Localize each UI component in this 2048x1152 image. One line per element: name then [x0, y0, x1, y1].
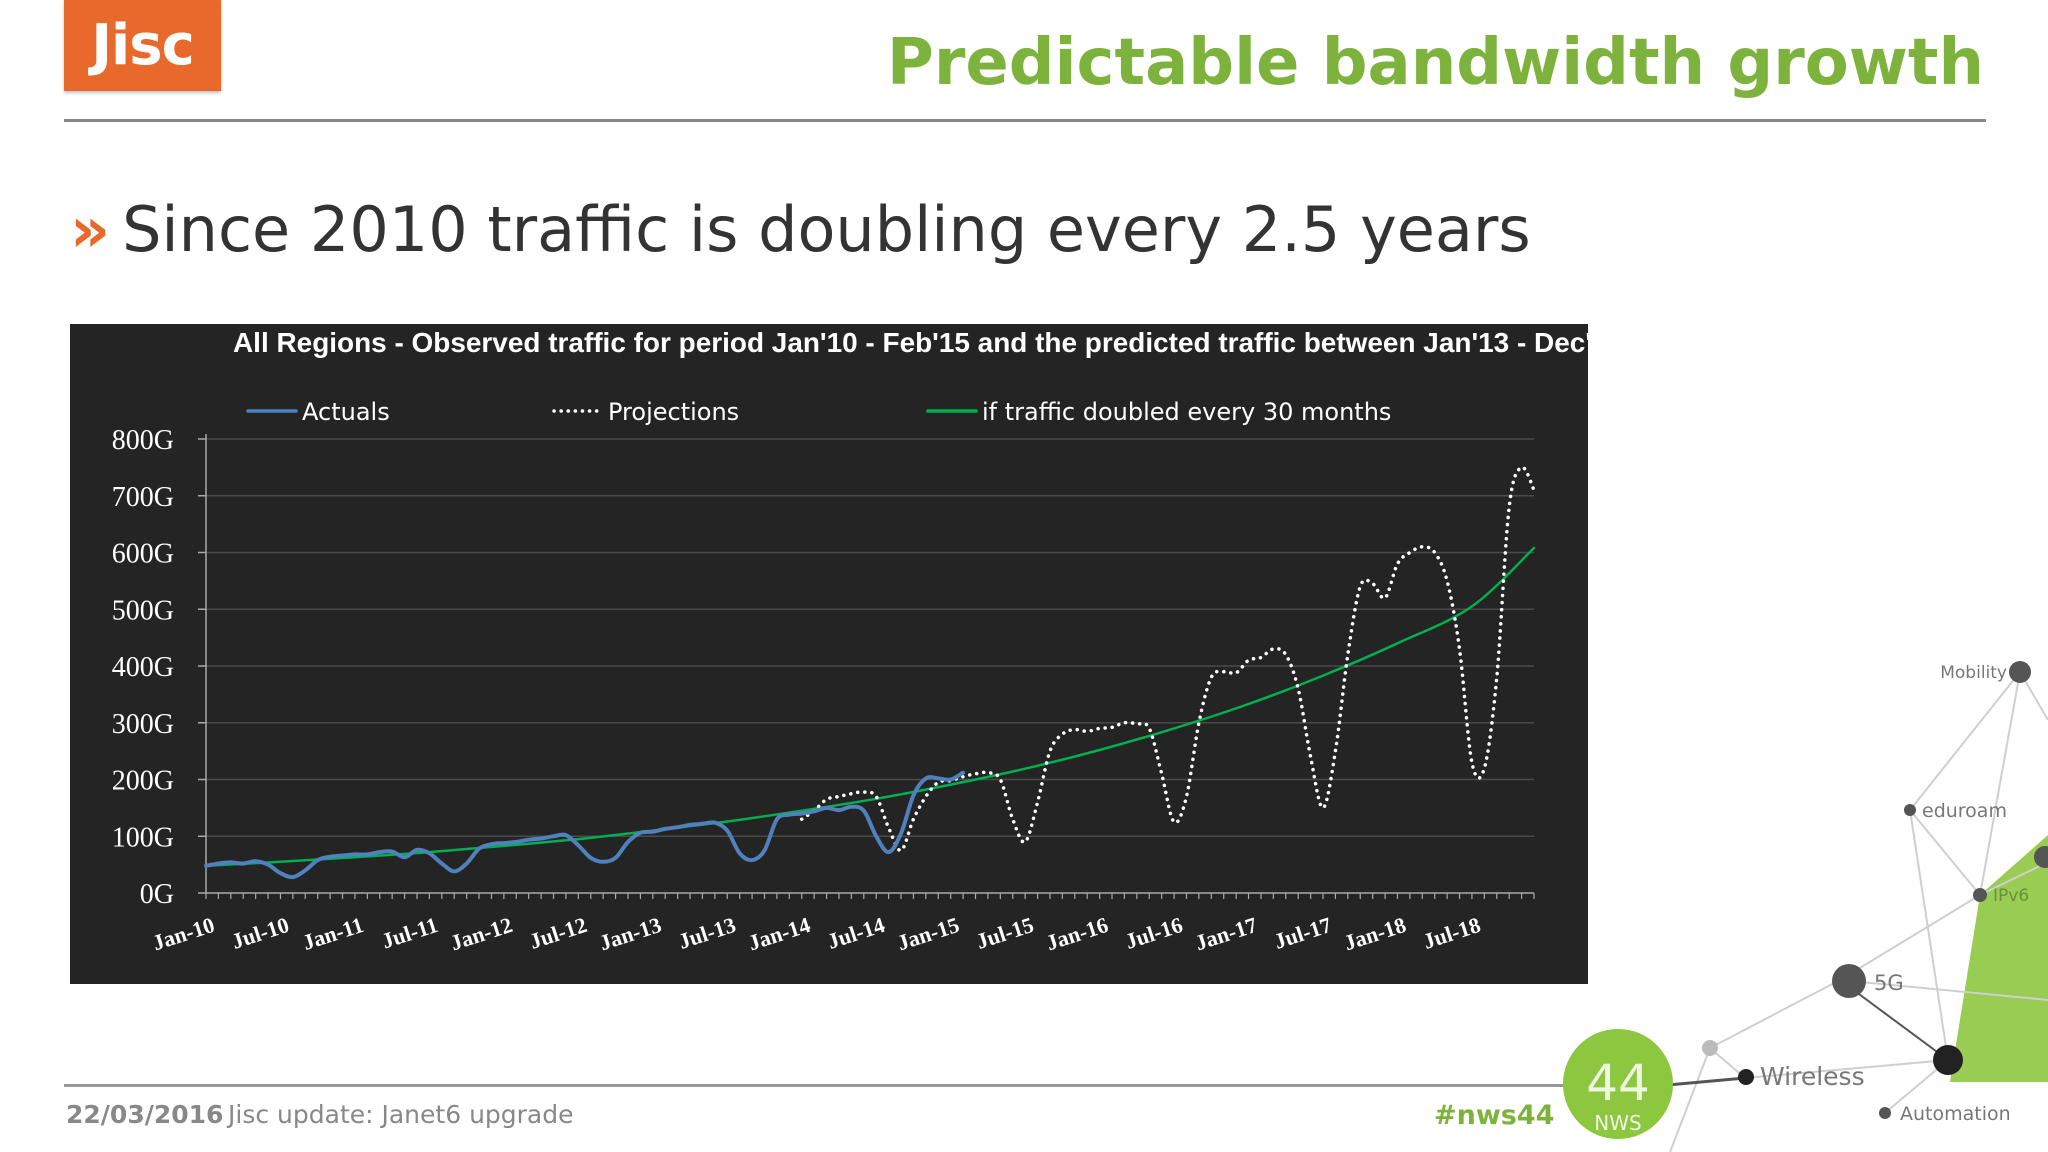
- mobility-node-icon: [2009, 661, 2031, 683]
- bullet-point: » Since 2010 traffic is doubling every 2.…: [70, 193, 1531, 266]
- y-tick-label: 800G: [112, 425, 174, 456]
- y-tick-label: 700G: [112, 482, 174, 513]
- 5g-node-icon: [1832, 964, 1866, 998]
- title-divider: [64, 119, 1986, 122]
- x-tick-label: Jul-17: [1271, 912, 1335, 954]
- chart-legend: Actuals Projections if traffic doubled eve…: [246, 398, 1391, 426]
- x-axis-labels: Jan-10 Jul-10 Jan-11 Jul-11 Jan-12 Jul-12 Jan-…: [149, 912, 1483, 955]
- chart-title: All Regions - Observed traffic for perio…: [233, 327, 1588, 358]
- label-automation: Automation: [1900, 1103, 2011, 1125]
- logo-text: Jisc: [91, 13, 195, 78]
- footer-description: Jisc update: Janet6 upgrade: [228, 1100, 574, 1129]
- label-5g: 5G: [1874, 971, 1904, 995]
- ipv6-node-icon: [1973, 888, 1987, 902]
- edge-node-icon: [2034, 846, 2048, 868]
- x-tick-label: Jan-10: [149, 912, 217, 955]
- label-eduroam: eduroam: [1922, 800, 2007, 822]
- traffic-chart-svg: All Regions - Observed traffic for perio…: [112, 327, 1588, 955]
- badge-number: 44: [1586, 1054, 1650, 1112]
- small-node-icon: [1702, 1040, 1718, 1056]
- footer-divider: [64, 1084, 1654, 1087]
- x-tick-label: Jul-15: [973, 912, 1037, 954]
- x-tick-label: Jan-15: [894, 912, 962, 955]
- y-tick-label: 300G: [112, 709, 174, 740]
- x-tick-label: Jul-18: [1420, 912, 1484, 954]
- y-axis-labels: 0G 100G 200G 300G 400G 500G 600G 700G 800G: [112, 425, 174, 910]
- badge-connector: [1667, 1076, 1746, 1087]
- x-tick-label: Jan-18: [1341, 912, 1409, 955]
- y-tick-label: 500G: [112, 595, 174, 626]
- green-facet: [1950, 835, 2048, 1082]
- label-mobility: Mobility: [1940, 663, 2007, 683]
- y-tick-label: 200G: [112, 766, 174, 797]
- x-tick-label: Jan-16: [1043, 912, 1111, 955]
- y-tick-label: 400G: [112, 652, 174, 683]
- legend-label: Actuals: [302, 398, 390, 426]
- x-tick-label: Jul-13: [675, 912, 739, 954]
- x-tick-label: Jan-11: [299, 912, 366, 955]
- x-tick-label: Jan-14: [745, 912, 813, 955]
- legend-label: Projections: [608, 398, 739, 426]
- x-tick-label: Jul-12: [526, 912, 590, 954]
- slide-title: Predictable bandwidth growth: [886, 26, 1984, 100]
- chart-series: [204, 465, 1536, 880]
- legend-label: if traffic doubled every 30 months: [982, 398, 1391, 426]
- chart-gridlines: [206, 438, 1534, 837]
- event-hashtag: #nws44: [1434, 1100, 1555, 1131]
- x-tick-label: Jan-12: [447, 912, 515, 955]
- y-tick-label: 600G: [112, 539, 174, 570]
- label-wireless: Wireless: [1760, 1062, 1865, 1091]
- wireless-node-icon: [1738, 1069, 1754, 1085]
- footer-date: 22/03/2016: [66, 1100, 224, 1129]
- y-tick-label: 100G: [112, 822, 174, 853]
- jisc-logo: Jisc: [64, 0, 221, 91]
- label-ipv6: IPv6: [1993, 886, 2029, 906]
- network-graphic: Mobility eduroam IPv6 5G Wireless Automa…: [1563, 661, 2048, 1152]
- nws44-badge: [1563, 1029, 1673, 1139]
- x-tick-label: Jul-16: [1122, 912, 1186, 954]
- bullet-text: Since 2010 traffic is doubling every 2.5…: [122, 193, 1531, 266]
- automation-hub-node-icon: [1933, 1045, 1963, 1075]
- chart-axes: [198, 434, 1535, 899]
- x-tick-label: Jul-11: [379, 912, 441, 954]
- badge-label: NWS: [1594, 1111, 1641, 1135]
- series-line-actuals: [204, 770, 966, 880]
- x-tick-label: Jan-13: [596, 912, 664, 955]
- x-tick-label: Jul-14: [824, 912, 888, 954]
- x-tick-label: Jan-17: [1192, 912, 1260, 955]
- eduroam-node-icon: [1904, 804, 1916, 816]
- y-tick-label: 0G: [140, 879, 174, 910]
- series-line-projections: [799, 465, 1536, 853]
- bullet-chevron-icon: »: [70, 193, 111, 266]
- automation-node-icon: [1879, 1107, 1891, 1119]
- x-tick-label: Jul-10: [228, 912, 292, 954]
- traffic-chart: All Regions - Observed traffic for perio…: [70, 324, 1588, 984]
